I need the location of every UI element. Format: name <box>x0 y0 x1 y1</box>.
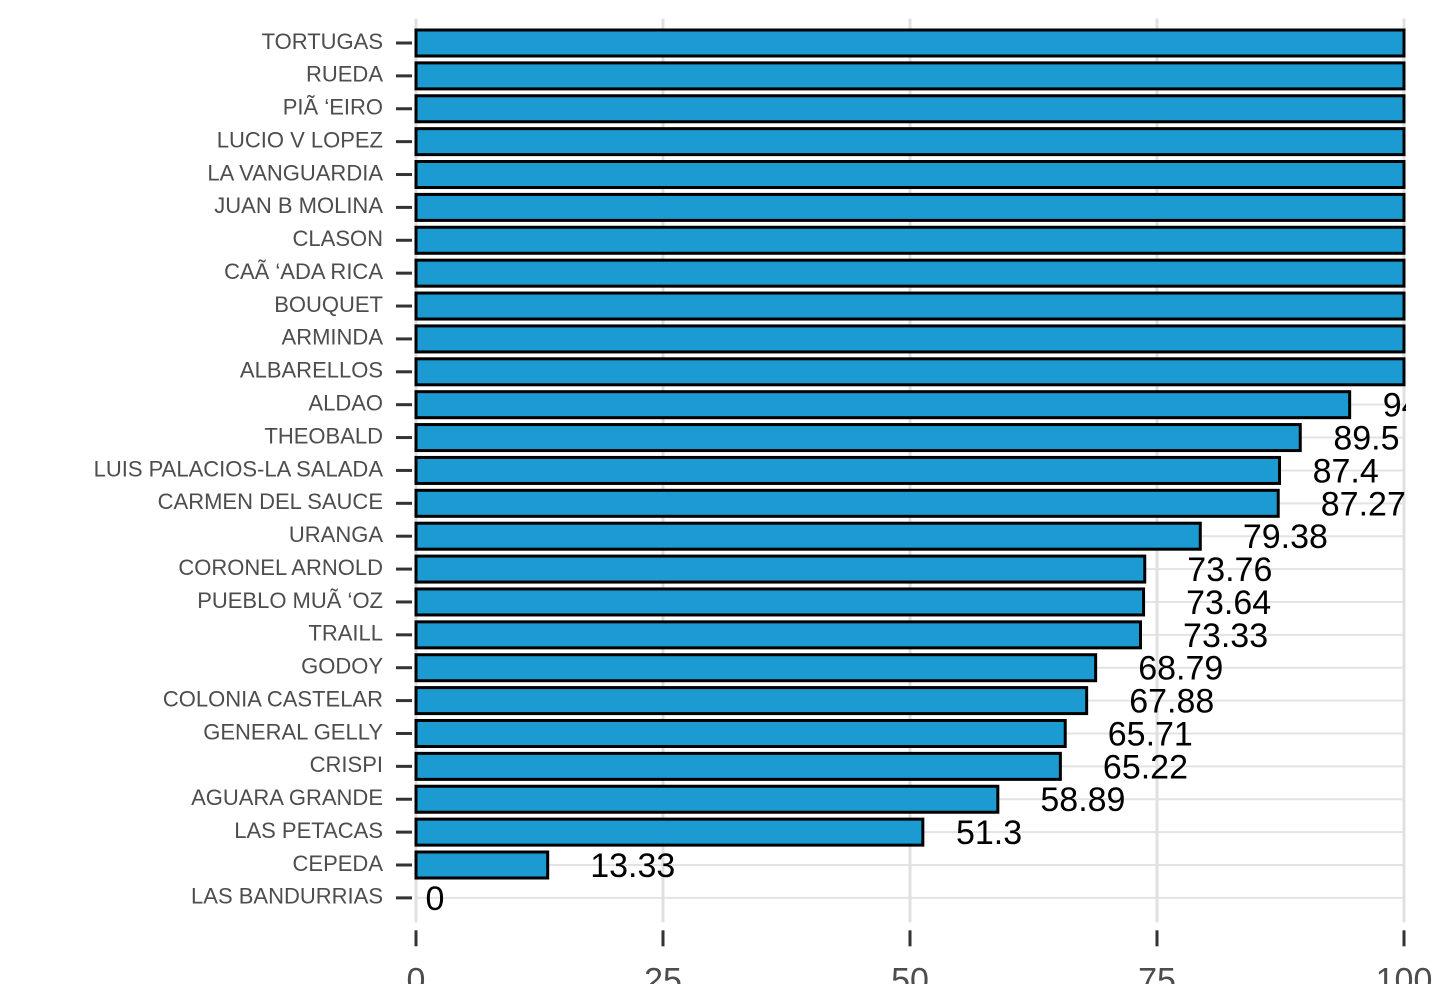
value-label: 0 <box>425 880 444 918</box>
value-label: 100 <box>1432 255 1439 293</box>
bar <box>414 488 1280 518</box>
value-label: 100 <box>1432 124 1439 162</box>
x-tick-label: 100 <box>1376 961 1433 984</box>
value-labels: 10010010010010010010010010010010094.589.… <box>425 25 1439 918</box>
y-tick-label: ALBARELLOS <box>240 358 383 383</box>
bar <box>414 521 1202 551</box>
value-label: 79.38 <box>1243 518 1328 556</box>
y-tick-label: GODOY <box>301 654 383 679</box>
value-label: 51.3 <box>956 814 1022 852</box>
value-label: 100 <box>1432 157 1439 195</box>
bar <box>414 390 1352 420</box>
bar <box>414 291 1406 321</box>
value-label: 73.33 <box>1183 617 1268 655</box>
y-tick-label: CEPEDA <box>293 851 384 876</box>
bar <box>414 653 1098 683</box>
bar <box>414 455 1282 485</box>
y-tick-label: BOUQUET <box>274 292 383 317</box>
value-label: 100 <box>1432 321 1439 359</box>
y-tick-label: CARMEN DEL SAUCE <box>158 489 383 514</box>
y-tick-label: GENERAL GELLY <box>203 719 383 744</box>
y-tick-label: TORTUGAS <box>262 29 383 54</box>
value-label: 87.27 <box>1321 485 1406 523</box>
x-tick-label: 75 <box>1138 961 1176 984</box>
value-label: 94.5 <box>1383 387 1439 425</box>
value-label: 100 <box>1432 354 1439 392</box>
value-label: 100 <box>1432 58 1439 96</box>
y-tick-label: LAS BANDURRIAS <box>191 884 383 909</box>
x-tick-label: 25 <box>644 961 682 984</box>
y-tick-label: CRISPI <box>310 752 383 777</box>
value-label: 100 <box>1432 222 1439 260</box>
y-tick-label: PUEBLO MUÃ ‘OZ <box>197 588 383 613</box>
value-label: 89.5 <box>1333 420 1399 458</box>
bar <box>414 686 1089 716</box>
bar <box>414 620 1143 650</box>
value-label: 65.71 <box>1108 715 1193 753</box>
y-tick-label: CAÃ ‘ADA RICA <box>224 259 383 284</box>
y-tick-label: CORONEL ARNOLD <box>178 555 383 580</box>
y-tick-label: COLONIA CASTELAR <box>163 686 383 711</box>
y-tick-label: LUIS PALACIOS-LA SALADA <box>94 456 384 481</box>
y-tick-label: LAS PETACAS <box>234 818 383 843</box>
value-label: 65.22 <box>1103 748 1188 786</box>
bar <box>414 357 1406 387</box>
value-label: 100 <box>1432 91 1439 129</box>
y-tick-label: AGUARA GRANDE <box>191 785 383 810</box>
y-tick-label: PIÃ ‘EIRO <box>283 95 383 120</box>
bar <box>414 258 1406 288</box>
value-label: 58.89 <box>1040 781 1125 819</box>
y-tick-label: LA VANGUARDIA <box>207 160 383 185</box>
value-label: 13.33 <box>590 847 675 885</box>
y-tick-label: RUEDA <box>306 62 383 87</box>
bar <box>414 28 1406 58</box>
bar <box>414 587 1146 617</box>
y-tick-label: CLASON <box>293 226 383 251</box>
x-tick-label: 50 <box>891 961 929 984</box>
bar <box>414 61 1406 91</box>
bar <box>414 817 925 847</box>
bar <box>414 554 1147 584</box>
bar <box>414 160 1406 190</box>
value-label: 67.88 <box>1129 683 1214 721</box>
x-tick-label: 0 <box>407 961 426 984</box>
y-tick-label: JUAN B MOLINA <box>214 193 383 218</box>
bar <box>414 423 1302 453</box>
value-label: 100 <box>1432 189 1439 227</box>
bar <box>414 192 1406 222</box>
bar <box>414 784 1000 814</box>
y-tick-label: URANGA <box>289 522 383 547</box>
y-tick-label: LUCIO V LOPEZ <box>217 127 383 152</box>
bar <box>414 850 550 880</box>
bar <box>414 225 1406 255</box>
bar <box>414 751 1062 781</box>
value-label: 73.64 <box>1186 584 1271 622</box>
bar <box>414 94 1406 124</box>
value-label: 68.79 <box>1138 650 1223 688</box>
value-label: 87.4 <box>1313 452 1379 490</box>
marks <box>414 28 1406 880</box>
bar <box>414 324 1406 354</box>
value-label: 73.76 <box>1187 551 1272 589</box>
y-tick-label: TRAILL <box>308 621 383 646</box>
value-label: 100 <box>1432 25 1439 63</box>
y-tick-label: ALDAO <box>308 390 383 415</box>
y-tick-label: ARMINDA <box>282 325 384 350</box>
value-label: 100 <box>1432 288 1439 326</box>
bar <box>414 127 1406 157</box>
y-tick-label: THEOBALD <box>264 423 383 448</box>
bar <box>414 718 1067 748</box>
